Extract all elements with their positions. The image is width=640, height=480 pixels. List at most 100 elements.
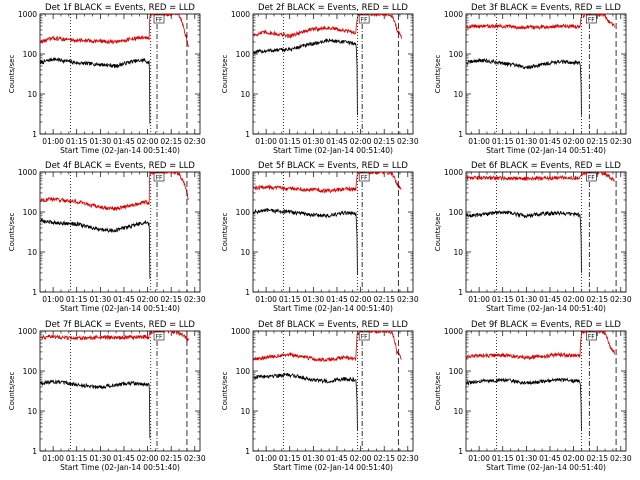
flag-label: FF — [156, 334, 163, 341]
y-tick-label: 10 — [240, 90, 250, 99]
x-tick-label: 01:15 — [279, 295, 301, 304]
chart-title: Det 6f BLACK = Events, RED = LLD — [471, 161, 621, 171]
flag-label: FF — [156, 175, 163, 182]
plot-frame — [39, 171, 201, 293]
x-tick-label: 02:15 — [586, 137, 608, 146]
chart-title: Det 9f BLACK = Events, RED = LLD — [471, 320, 621, 330]
y-tick-label: 100 — [23, 367, 38, 376]
x-tick-label: 01:30 — [303, 295, 325, 304]
y-tick-label: 1 — [245, 447, 250, 456]
flag-box — [153, 14, 165, 24]
y-tick-label: 1 — [32, 447, 37, 456]
flag-label: FF — [361, 17, 368, 24]
x-axis-label: Start Time (02-Jan-14 00:51:40) — [273, 304, 393, 313]
series-events-line — [253, 208, 358, 275]
y-tick-label: 1000 — [444, 327, 463, 336]
plot-frame — [39, 13, 201, 135]
series-events-line — [253, 372, 358, 431]
x-axis-label: Start Time (02-Jan-14 00:51:40) — [486, 304, 606, 313]
plot-frame — [252, 330, 414, 452]
y-tick-label: 10 — [240, 248, 250, 257]
plot-frame — [465, 171, 627, 293]
x-axis-label: Start Time (02-Jan-14 00:51:40) — [273, 146, 393, 155]
chart-title: Det 2f BLACK = Events, RED = LLD — [258, 3, 408, 13]
x-tick-label: 02:15 — [373, 454, 395, 463]
plot-area — [40, 14, 189, 124]
y-axis-label: Counts/sec — [221, 372, 229, 411]
series-lld-line — [253, 172, 402, 194]
y-axis-label: Counts/sec — [434, 372, 442, 411]
x-tick-label: 01:15 — [492, 295, 514, 304]
x-tick-label: 01:00 — [42, 137, 64, 146]
x-tick-label: 01:15 — [66, 137, 88, 146]
x-tick-label: 01:00 — [255, 454, 277, 463]
y-axis-label: Counts/sec — [8, 213, 16, 252]
flag-label: FF — [361, 334, 368, 341]
chart-panel-3: Det 3f BLACK = Events, RED = LLD 1 10 100 10… — [434, 3, 632, 155]
x-tick-label: 02:15 — [373, 295, 395, 304]
y-tick-label: 10 — [453, 248, 463, 257]
series-lld-line — [40, 14, 189, 48]
y-tick-label: 1000 — [18, 168, 37, 177]
x-axis-label: Start Time (02-Jan-14 00:51:40) — [273, 463, 393, 472]
flag-box — [586, 331, 597, 341]
flag-box — [586, 14, 597, 24]
y-axis-label: Counts/sec — [434, 213, 442, 252]
x-tick-label: 02:15 — [160, 295, 182, 304]
flag-box — [358, 14, 370, 24]
x-tick-label: 01:45 — [539, 137, 561, 146]
flag-label: FF — [361, 175, 368, 182]
x-tick-label: 01:30 — [516, 137, 538, 146]
flag-label: FF — [588, 334, 595, 341]
flag-label: FF — [156, 17, 163, 24]
x-tick-label: 01:45 — [326, 295, 348, 304]
x-tick-label: 01:45 — [539, 454, 561, 463]
x-tick-label: 01:15 — [279, 454, 301, 463]
x-tick-label: 02:00 — [350, 137, 372, 146]
flag-label: FF — [588, 17, 595, 24]
x-tick-label: 02:30 — [184, 137, 206, 146]
plot-area — [40, 331, 189, 439]
y-tick-label: 100 — [236, 50, 251, 59]
x-axis-label: Start Time (02-Jan-14 00:51:40) — [60, 146, 180, 155]
x-tick-label: 01:45 — [113, 454, 135, 463]
y-tick-label: 100 — [23, 50, 38, 59]
y-tick-label: 100 — [236, 208, 251, 217]
x-tick-label: 02:00 — [350, 295, 372, 304]
plot-frame — [252, 171, 414, 293]
series-lld-line — [253, 331, 402, 363]
plot-area — [253, 172, 402, 275]
plot-area — [253, 331, 402, 431]
y-axis-label: Counts/sec — [8, 372, 16, 411]
x-tick-label: 02:00 — [137, 295, 159, 304]
x-tick-label: 01:00 — [468, 295, 490, 304]
x-tick-label: 01:00 — [42, 295, 64, 304]
x-tick-label: 02:15 — [373, 137, 395, 146]
y-tick-label: 100 — [23, 208, 38, 217]
series-events-line — [40, 217, 151, 279]
y-tick-label: 10 — [27, 248, 37, 257]
flag-box — [586, 172, 597, 182]
chart-title: Det 5f BLACK = Events, RED = LLD — [258, 161, 408, 171]
x-tick-label: 02:00 — [563, 295, 585, 304]
chart-panel-4: Det 4f BLACK = Events, RED = LLD 1 10 100 10… — [8, 161, 206, 313]
y-tick-label: 1 — [458, 130, 463, 139]
y-tick-label: 1000 — [231, 327, 250, 336]
chart-panel-9: Det 9f BLACK = Events, RED = LLD 1 10 100 10… — [434, 320, 632, 472]
chart-panel-2: Det 2f BLACK = Events, RED = LLD 1 10 100 10… — [221, 3, 419, 155]
plot-frame — [465, 13, 627, 135]
chart-title: Det 7f BLACK = Events, RED = LLD — [45, 320, 195, 330]
series-lld-line — [466, 14, 615, 31]
chart-panel-6: Det 6f BLACK = Events, RED = LLD 1 10 100 10… — [434, 161, 632, 313]
y-tick-label: 1000 — [444, 168, 463, 177]
x-tick-label: 01:45 — [113, 137, 135, 146]
x-tick-label: 01:00 — [468, 454, 490, 463]
x-tick-label: 01:00 — [42, 454, 64, 463]
x-tick-label: 01:30 — [90, 137, 112, 146]
x-tick-label: 01:15 — [66, 295, 88, 304]
plot-area — [466, 172, 615, 273]
y-tick-label: 1000 — [18, 327, 37, 336]
x-tick-label: 02:00 — [350, 454, 372, 463]
y-tick-label: 1000 — [444, 10, 463, 19]
y-tick-label: 1000 — [231, 168, 250, 177]
